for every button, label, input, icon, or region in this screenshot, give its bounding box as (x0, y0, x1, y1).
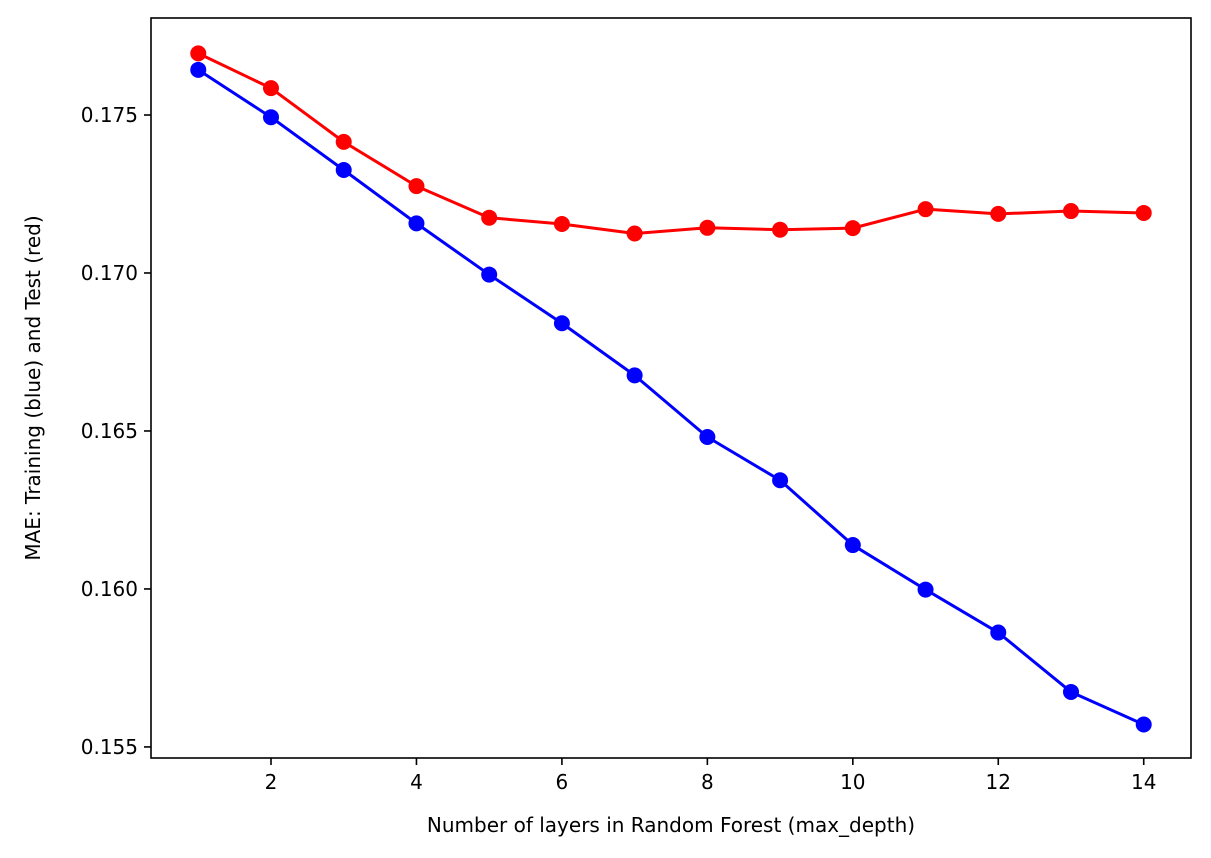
series-1-point (553, 315, 570, 332)
axes-frame (150, 17, 1192, 759)
series-0-point (481, 209, 498, 226)
series-1-point (408, 215, 425, 232)
x-tick-label: 2 (265, 770, 278, 794)
series-0-point (917, 201, 934, 218)
series-1-point (190, 61, 207, 78)
series-0-point (772, 221, 789, 238)
series-1-point (335, 161, 352, 178)
series-1-point (917, 581, 934, 598)
series-1-point (481, 266, 498, 283)
series-0-point (335, 133, 352, 150)
y-tick-label: 0.165 (81, 419, 138, 443)
series-0-point (626, 225, 643, 242)
series-0-line (197, 52, 1144, 235)
series-1-point (1135, 716, 1152, 733)
series-1-point (626, 367, 643, 384)
series-1-point (772, 472, 789, 489)
x-tick-label: 14 (1131, 770, 1156, 794)
series-0-point (408, 178, 425, 195)
series-0-point (1135, 204, 1152, 221)
series-0-point (1063, 203, 1079, 220)
x-axis-label: Number of layers in Random Forest (max_d… (427, 813, 915, 837)
y-tick-label: 0.170 (81, 261, 138, 285)
series-0-point (844, 220, 861, 237)
y-tick-label: 0.160 (81, 577, 138, 601)
series-1-point (1063, 683, 1079, 700)
y-axis-label: MAE: Training (blue) and Test (red) (21, 215, 45, 560)
series-0-point (990, 205, 1007, 222)
x-tick-label: 12 (986, 770, 1011, 794)
x-tick-label: 10 (840, 770, 865, 794)
series-0-point (190, 45, 207, 62)
plot-area: 2 4 6 8 10 12 14 0.155 0.160 0.165 0.170 0.175 (81, 17, 1192, 794)
y-tick-label: 0.155 (81, 735, 138, 759)
y-tick-label: 0.175 (81, 103, 138, 127)
x-tick-label: 6 (556, 770, 569, 794)
series-0-point (263, 80, 279, 97)
series-0-point (553, 216, 570, 233)
series-1-point (844, 537, 861, 554)
series-1-point (263, 109, 279, 126)
x-tick-label: 4 (410, 770, 423, 794)
x-tick-label: 8 (701, 770, 714, 794)
series-1-point (990, 624, 1007, 641)
series-1-point (699, 428, 716, 445)
series-0-point (699, 219, 716, 236)
series-1-line (197, 68, 1145, 726)
